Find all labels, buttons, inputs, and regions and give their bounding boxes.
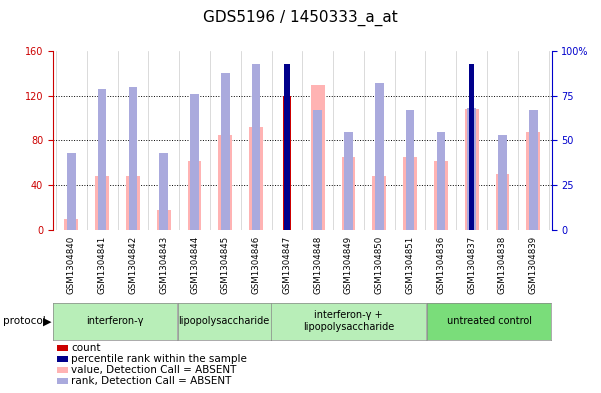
Text: ▶: ▶ — [43, 316, 52, 326]
Bar — [129, 87, 137, 230]
Bar — [67, 219, 76, 230]
Text: percentile rank within the sample: percentile rank within the sample — [71, 354, 247, 364]
Text: lipopolysaccharide: lipopolysaccharide — [178, 316, 270, 326]
Bar — [375, 83, 383, 230]
Bar — [95, 176, 109, 230]
Bar — [218, 135, 232, 230]
Bar — [159, 153, 168, 230]
Bar — [406, 110, 414, 230]
Bar — [57, 378, 68, 384]
Bar — [57, 356, 68, 362]
Bar — [57, 367, 68, 373]
Bar — [526, 132, 540, 230]
Bar — [498, 135, 507, 230]
Bar — [465, 109, 478, 230]
Bar — [373, 176, 386, 230]
Bar — [284, 64, 290, 230]
Bar — [126, 176, 140, 230]
Bar — [221, 135, 230, 230]
Bar — [468, 109, 476, 230]
Bar — [188, 161, 201, 230]
Bar — [282, 96, 291, 230]
Bar — [495, 174, 510, 230]
Bar — [249, 127, 263, 230]
Bar — [529, 110, 537, 230]
Bar — [67, 153, 76, 230]
Bar — [434, 161, 448, 230]
Text: interferon-γ +
lipopolysaccharide: interferon-γ + lipopolysaccharide — [303, 310, 394, 332]
Bar — [157, 210, 171, 230]
Bar — [469, 64, 474, 230]
Text: protocol: protocol — [3, 316, 46, 326]
Bar — [57, 345, 68, 351]
Bar — [311, 84, 325, 230]
Text: GDS5196 / 1450333_a_at: GDS5196 / 1450333_a_at — [203, 9, 398, 26]
Bar — [64, 219, 78, 230]
Bar — [436, 132, 445, 230]
Text: untreated control: untreated control — [447, 316, 531, 326]
Bar — [344, 132, 353, 230]
Bar — [468, 108, 476, 230]
Bar — [252, 64, 260, 230]
Bar — [403, 157, 417, 230]
Bar — [191, 94, 199, 230]
Text: count: count — [71, 343, 100, 353]
Bar — [221, 73, 230, 230]
Text: rank, Detection Call = ABSENT: rank, Detection Call = ABSENT — [71, 376, 231, 386]
Text: value, Detection Call = ABSENT: value, Detection Call = ABSENT — [71, 365, 236, 375]
Bar — [98, 89, 106, 230]
Bar — [341, 157, 355, 230]
Bar — [313, 110, 322, 230]
Text: interferon-γ: interferon-γ — [86, 316, 144, 326]
